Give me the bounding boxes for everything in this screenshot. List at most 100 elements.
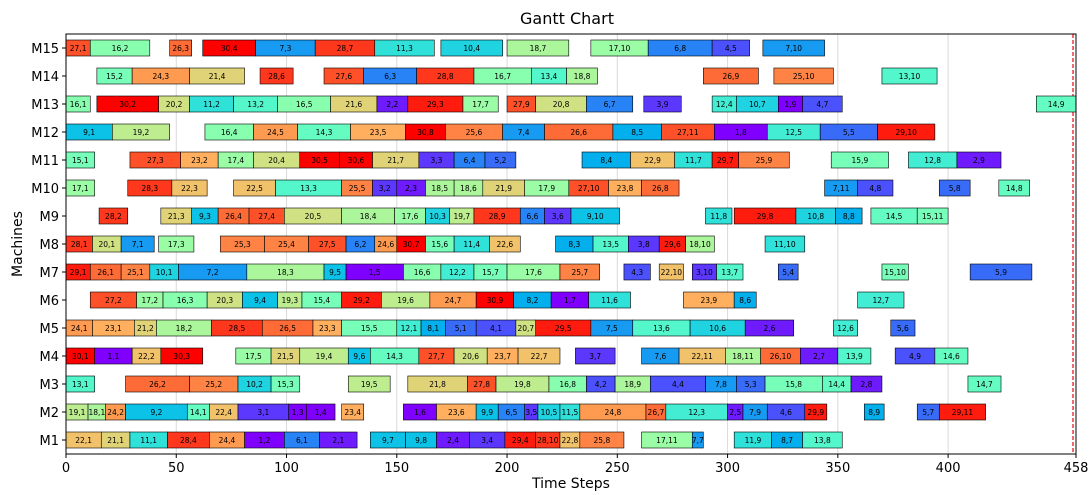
x-tick-label: 400 <box>936 461 961 476</box>
task-bar-label: 24,8 <box>605 408 622 417</box>
task-bar-label: 24,2 <box>107 408 124 417</box>
task-bar-rect <box>850 375 883 393</box>
task-bar-label: 30,3 <box>173 352 190 361</box>
task-bar: 14,7 <box>967 375 1002 393</box>
task-bar-label: 3,3 <box>431 156 443 165</box>
task-bar: 11,10 <box>764 235 806 253</box>
task-bar: 6,3 <box>363 67 417 85</box>
task-bar-label: 21,1 <box>107 436 124 445</box>
task-bar-label: 1,2 <box>259 436 271 445</box>
task-bar-label: 8,2 <box>526 296 538 305</box>
task-bar: 27,4 <box>248 207 285 225</box>
task-bar-label: 21,9 <box>495 184 512 193</box>
task-bar-label: 27,10 <box>578 184 600 193</box>
task-bar-label: 20,1 <box>98 240 115 249</box>
y-tick-label: M8 <box>40 238 60 253</box>
task-bar-rect <box>691 431 704 449</box>
task-bar-label: 11,1 <box>140 436 157 445</box>
task-bar-label: 20,6 <box>462 352 479 361</box>
task-bar: 23,8 <box>608 179 642 197</box>
task-bar: 7,3 <box>255 39 316 57</box>
task-bar-label: 18,9 <box>624 380 641 389</box>
y-tick-label: M11 <box>31 154 59 169</box>
task-bar-rect <box>484 151 517 169</box>
task-bar: 9,8 <box>405 431 437 449</box>
task-bar-label: 13,10 <box>899 72 921 81</box>
task-bar-rect <box>341 403 365 421</box>
task-bar: 24,2 <box>105 403 126 421</box>
task-bar-label: 17,6 <box>402 212 419 221</box>
task-bar: 17,2 <box>136 291 164 309</box>
task-bar: 9,4 <box>242 291 279 309</box>
task-bar-label: 17,11 <box>656 436 678 445</box>
task-bar-rect <box>738 151 790 169</box>
task-bar-label: 27,11 <box>677 128 699 137</box>
task-bar-label: 10,4 <box>463 44 480 53</box>
task-bar-rect <box>685 235 715 253</box>
task-bar: 30,6 <box>339 151 373 169</box>
task-bar: 12,3 <box>665 403 728 421</box>
task-bar-label: 1,5 <box>369 268 381 277</box>
task-bar: 17,5 <box>235 347 272 365</box>
x-tick-label: 200 <box>495 461 520 476</box>
task-bar-rect <box>762 39 825 57</box>
task-bar: 26,10 <box>760 347 801 365</box>
task-bar: 18,5 <box>425 179 455 197</box>
task-bar-label: 29,11 <box>952 408 974 417</box>
task-bar-label: 3,4 <box>481 436 493 445</box>
task-bar: 4,4 <box>650 375 706 393</box>
task-bar-label: 5,5 <box>843 128 855 137</box>
task-bar-label: 29,1 <box>70 268 87 277</box>
task-bar: 6,8 <box>647 39 713 57</box>
task-bar-rect <box>517 347 561 365</box>
task-bar: 21,8 <box>407 375 468 393</box>
task-bar-label: 14,3 <box>316 128 333 137</box>
task-bar-rect <box>857 291 905 309</box>
task-bar-label: 15,5 <box>361 324 378 333</box>
task-bar-label: 29,6 <box>664 240 681 249</box>
task-bar-label: 13,6 <box>653 324 670 333</box>
task-bar: 19,7 <box>449 207 475 225</box>
task-bar: 9,5 <box>323 263 347 281</box>
task-bar: 12,8 <box>908 151 958 169</box>
task-bar-label: 10,2 <box>246 380 263 389</box>
task-bar-rect <box>259 67 294 85</box>
task-bar-label: 21,3 <box>168 212 185 221</box>
task-bar: 5,8 <box>938 179 971 197</box>
task-bar: 25,8 <box>579 431 625 449</box>
task-bar-label: 30,9 <box>487 296 504 305</box>
task-bar-label: 28,5 <box>229 324 246 333</box>
task-bar-label: 9,6 <box>353 352 365 361</box>
task-bar-rect <box>347 375 391 393</box>
task-bar: 5,6 <box>890 319 916 337</box>
task-bar: 15,7 <box>473 263 508 281</box>
task-bar-rect <box>120 235 155 253</box>
task-bar-label: 18,11 <box>732 352 754 361</box>
task-bar-rect <box>306 403 336 421</box>
task-bar-rect <box>112 123 170 141</box>
task-bar-label: 1,8 <box>735 128 747 137</box>
task-bar-label: 24,3 <box>152 72 169 81</box>
task-bar: 3,1 <box>237 403 290 421</box>
task-bar-label: 23,1 <box>105 324 122 333</box>
task-bar: 9,7 <box>370 431 406 449</box>
task-bar: 5,1 <box>445 319 477 337</box>
task-bar-rect <box>506 39 570 57</box>
task-bar: 20,8 <box>535 95 587 113</box>
task-bar: 21,7 <box>372 151 420 169</box>
task-bar: 14,9 <box>1036 95 1077 113</box>
task-bar-label: 16,6 <box>414 268 431 277</box>
task-bar-rect <box>938 403 986 421</box>
task-bar-label: 14,5 <box>886 212 903 221</box>
task-bar-label: 9,10 <box>587 212 604 221</box>
task-bar: 24,6 <box>374 235 398 253</box>
task-bar-label: 20,5 <box>305 212 322 221</box>
task-bar-label: 16,7 <box>494 72 511 81</box>
x-tick-label: 458 <box>1064 461 1089 476</box>
task-bar-label: 7,4 <box>518 128 530 137</box>
task-bar-label: 12,2 <box>449 268 466 277</box>
task-bar: 29,2 <box>341 291 382 309</box>
task-bar-label: 12,1 <box>401 324 418 333</box>
task-bar: 8,2 <box>513 291 552 309</box>
task-bar: 2,7 <box>800 347 839 365</box>
